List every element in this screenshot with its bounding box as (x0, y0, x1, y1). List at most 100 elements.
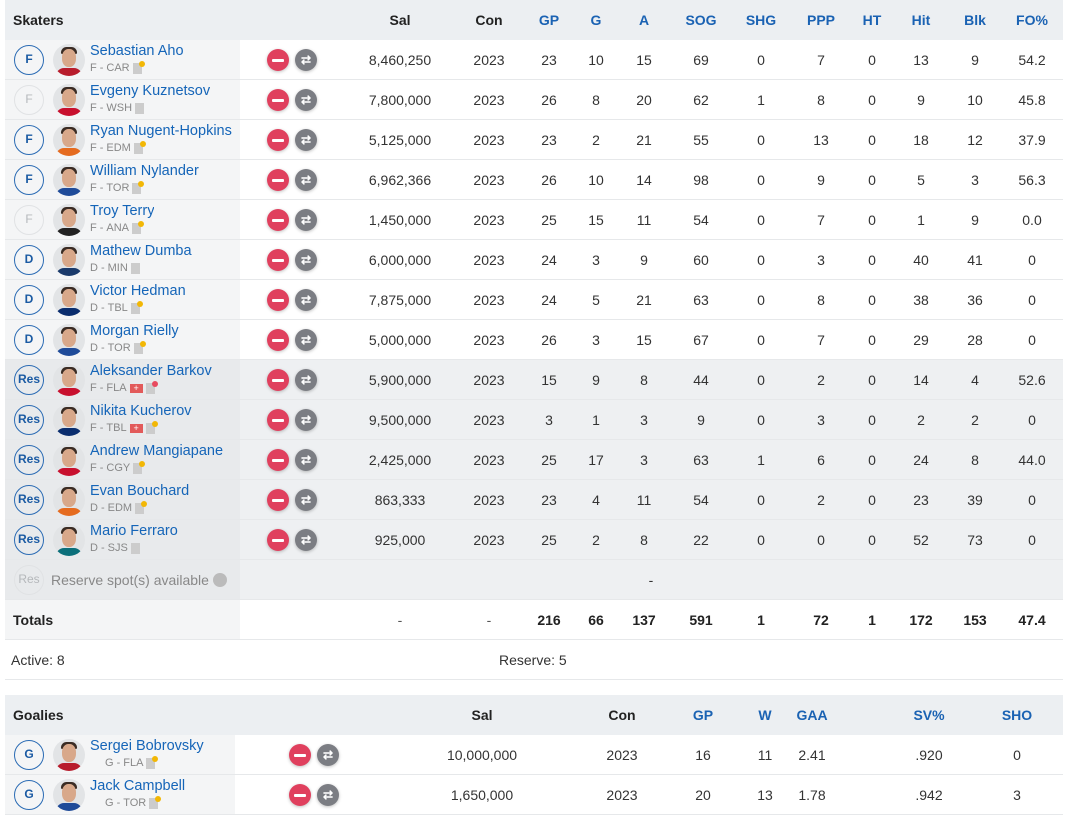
column-header-hit[interactable]: Hit (911, 12, 931, 28)
swap-player-button[interactable]: ⇄ (295, 489, 317, 511)
note-icon[interactable] (130, 542, 140, 554)
injury-flag-icon[interactable]: + (129, 423, 143, 433)
roster-slot-badge[interactable]: F (14, 85, 44, 115)
column-header-con[interactable]: Con (475, 12, 503, 28)
injury-flag-icon[interactable]: + (129, 383, 143, 393)
swap-player-button[interactable]: ⇄ (295, 329, 317, 351)
swap-player-button[interactable]: ⇄ (295, 289, 317, 311)
swap-player-button[interactable]: ⇄ (295, 529, 317, 551)
player-name-link[interactable]: Mario Ferraro (90, 523, 178, 539)
player-name-link[interactable]: Nikita Kucherov (90, 403, 192, 419)
column-header-sho[interactable]: SHO (1001, 707, 1033, 723)
drop-player-button[interactable] (267, 89, 289, 111)
drop-player-button[interactable] (267, 129, 289, 151)
column-header-ht[interactable]: HT (862, 12, 882, 28)
column-header-fo-pct[interactable]: FO% (1016, 12, 1048, 28)
roster-slot-badge[interactable]: D (14, 285, 44, 315)
player-name-link[interactable]: Mathew Dumba (90, 243, 192, 259)
drop-player-button[interactable] (267, 369, 289, 391)
note-icon[interactable] (130, 262, 140, 274)
drop-player-button[interactable] (267, 409, 289, 431)
player-name-link[interactable]: William Nylander (90, 163, 199, 179)
swap-player-button[interactable]: ⇄ (295, 169, 317, 191)
add-player-icon[interactable] (212, 573, 227, 587)
swap-player-button[interactable]: ⇄ (295, 209, 317, 231)
player-name-link[interactable]: Morgan Rielly (90, 323, 179, 339)
drop-player-button[interactable] (267, 169, 289, 191)
note-icon[interactable] (130, 300, 143, 314)
drop-player-button[interactable] (289, 784, 311, 806)
column-header-a[interactable]: A (638, 12, 650, 28)
note-icon[interactable] (133, 340, 146, 354)
roster-slot-badge[interactable]: F (14, 45, 44, 75)
note-icon[interactable] (132, 180, 145, 194)
column-header-sal[interactable]: Sal (389, 12, 411, 28)
drop-player-button[interactable] (267, 49, 289, 71)
roster-slot-badge[interactable]: Res (14, 405, 44, 435)
drop-player-button[interactable] (267, 289, 289, 311)
column-header-gp[interactable]: GP (692, 707, 714, 723)
column-header-ppp[interactable]: PPP (806, 12, 836, 28)
roster-slot-badge[interactable]: Res (14, 565, 44, 595)
player-name-link[interactable]: Sebastian Aho (90, 43, 184, 59)
swap-player-button[interactable]: ⇄ (295, 49, 317, 71)
roster-slot-badge[interactable]: F (14, 125, 44, 155)
note-icon[interactable] (145, 420, 158, 434)
player-name-link[interactable]: Troy Terry (90, 203, 155, 219)
note-icon[interactable] (132, 220, 145, 234)
swap-player-button[interactable]: ⇄ (295, 449, 317, 471)
column-header-blk[interactable]: Blk (964, 12, 986, 28)
stat-ppp: 8 (817, 92, 825, 108)
drop-player-button[interactable] (289, 744, 311, 766)
note-icon[interactable] (149, 795, 162, 809)
swap-player-button[interactable]: ⇄ (295, 369, 317, 391)
swap-player-button[interactable]: ⇄ (295, 249, 317, 271)
column-header-shg[interactable]: SHG (745, 12, 777, 28)
column-header-w[interactable]: W (758, 707, 772, 723)
player-name-link[interactable]: Evan Bouchard (90, 483, 190, 499)
note-icon[interactable] (135, 102, 145, 114)
drop-player-button[interactable] (267, 209, 289, 231)
note-icon[interactable] (132, 60, 145, 74)
drop-player-button[interactable] (267, 489, 289, 511)
roster-slot-badge[interactable]: F (14, 165, 44, 195)
note-icon[interactable] (145, 380, 158, 394)
roster-slot-badge[interactable]: G (14, 740, 44, 770)
column-header-sog[interactable]: SOG (685, 12, 717, 28)
roster-slot-badge[interactable]: Res (14, 445, 44, 475)
column-header-gaa[interactable]: GAA (796, 707, 828, 723)
column-header-g[interactable]: G (590, 12, 602, 28)
stat-sal: 1,650,000 (450, 787, 514, 803)
player-name-link[interactable]: Victor Hedman (90, 283, 186, 299)
player-name-link[interactable]: Andrew Mangiapane (90, 443, 224, 459)
player-name-link[interactable]: Ryan Nugent-Hopkins (90, 123, 232, 139)
column-header-con[interactable]: Con (608, 707, 636, 723)
swap-player-button[interactable]: ⇄ (295, 89, 317, 111)
swap-player-button[interactable]: ⇄ (317, 784, 339, 806)
roster-slot-badge[interactable]: G (14, 780, 44, 810)
player-name-link[interactable]: Evgeny Kuznetsov (90, 83, 211, 99)
roster-slot-badge[interactable]: D (14, 325, 44, 355)
note-icon[interactable] (146, 755, 159, 769)
swap-player-button[interactable]: ⇄ (317, 744, 339, 766)
column-header-gp[interactable]: GP (538, 12, 560, 28)
drop-player-button[interactable] (267, 329, 289, 351)
drop-player-button[interactable] (267, 249, 289, 271)
player-name-link[interactable]: Jack Campbell (90, 778, 186, 794)
roster-slot-badge[interactable]: Res (14, 365, 44, 395)
note-icon[interactable] (135, 500, 148, 514)
roster-slot-badge[interactable]: F (14, 205, 44, 235)
swap-player-button[interactable]: ⇄ (295, 129, 317, 151)
column-header-sal[interactable]: Sal (471, 707, 493, 723)
column-header-sv-pct[interactable]: SV% (913, 707, 945, 723)
roster-slot-badge[interactable]: Res (14, 525, 44, 555)
player-name-link[interactable]: Sergei Bobrovsky (90, 738, 204, 754)
note-icon[interactable] (133, 140, 146, 154)
drop-player-button[interactable] (267, 449, 289, 471)
player-name-link[interactable]: Aleksander Barkov (90, 363, 212, 379)
roster-slot-badge[interactable]: D (14, 245, 44, 275)
note-icon[interactable] (133, 460, 146, 474)
drop-player-button[interactable] (267, 529, 289, 551)
roster-slot-badge[interactable]: Res (14, 485, 44, 515)
swap-player-button[interactable]: ⇄ (295, 409, 317, 431)
